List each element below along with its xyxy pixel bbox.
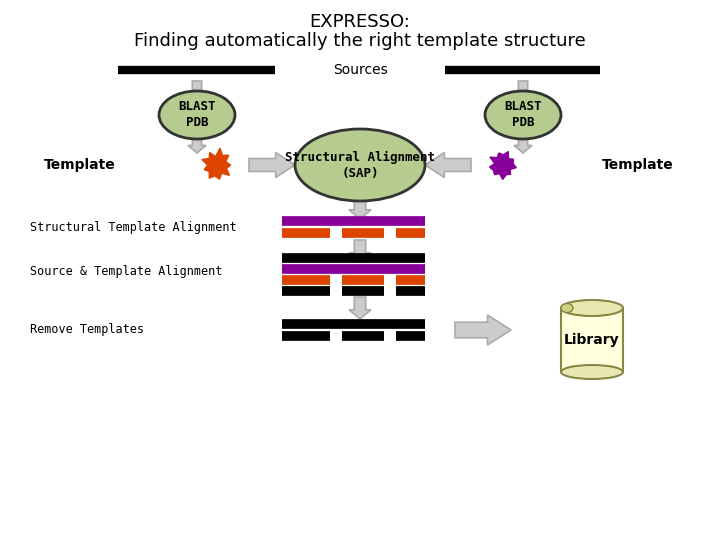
Polygon shape (349, 297, 371, 319)
Text: Finding automatically the right template structure: Finding automatically the right template… (134, 32, 586, 50)
Text: Template: Template (44, 158, 116, 172)
Polygon shape (349, 240, 371, 262)
Text: BLAST
PDB: BLAST PDB (179, 100, 216, 130)
Ellipse shape (295, 129, 425, 201)
Polygon shape (455, 315, 511, 345)
Text: BLAST
PDB: BLAST PDB (504, 100, 541, 130)
Text: Source & Template Alignment: Source & Template Alignment (30, 266, 222, 279)
Polygon shape (514, 81, 532, 99)
Text: EXPRESSO:: EXPRESSO: (310, 13, 410, 31)
Ellipse shape (159, 91, 235, 139)
Polygon shape (425, 152, 471, 178)
Text: Library: Library (564, 333, 620, 347)
Polygon shape (202, 148, 230, 179)
Text: Structural Template Alignment: Structural Template Alignment (30, 221, 237, 234)
Ellipse shape (561, 365, 623, 379)
Polygon shape (188, 135, 206, 153)
Text: Remove Templates: Remove Templates (30, 323, 144, 336)
Polygon shape (349, 197, 371, 219)
Text: Structural Alignment
(SAP): Structural Alignment (SAP) (285, 151, 435, 179)
Text: Template: Template (602, 158, 674, 172)
Polygon shape (490, 152, 516, 179)
FancyBboxPatch shape (561, 308, 623, 372)
Polygon shape (188, 81, 206, 99)
Ellipse shape (485, 91, 561, 139)
Ellipse shape (561, 303, 573, 313)
Polygon shape (249, 152, 295, 178)
Text: Sources: Sources (333, 63, 387, 77)
Ellipse shape (561, 300, 623, 316)
Polygon shape (514, 135, 532, 153)
